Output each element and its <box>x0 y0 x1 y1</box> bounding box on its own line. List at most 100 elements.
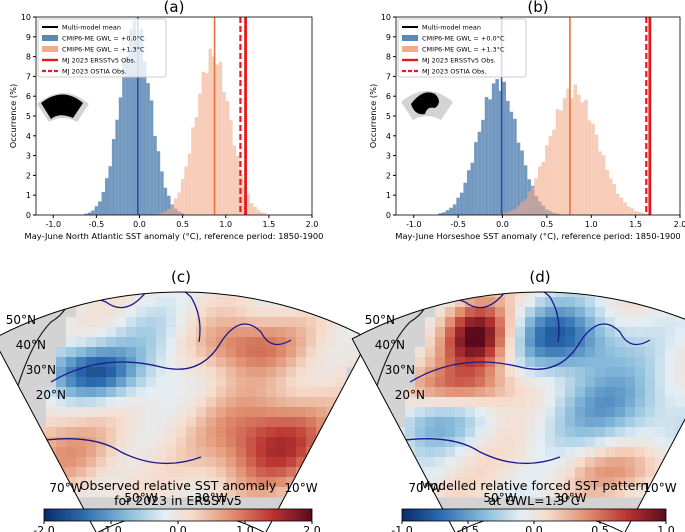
lon-label: 70°W <box>408 481 441 495</box>
sst-cell <box>565 487 576 498</box>
sst-cell <box>545 307 556 318</box>
sst-cell <box>515 377 526 388</box>
histogram-bar <box>530 186 535 215</box>
sst-cell <box>585 367 596 378</box>
sst-cell <box>475 347 486 358</box>
sst-cell <box>485 447 496 458</box>
sst-cell <box>635 291 646 298</box>
sst-cell <box>256 427 267 438</box>
sst-cell <box>366 427 369 438</box>
sst-cell <box>485 387 496 398</box>
histogram-bar <box>516 142 521 215</box>
sst-cell <box>395 487 406 498</box>
sst-cell <box>246 467 257 478</box>
sst-cell <box>276 427 287 438</box>
sst-cell <box>625 427 636 438</box>
sst-cell <box>146 467 157 478</box>
histogram-bar <box>225 101 230 215</box>
sst-cell <box>326 297 337 308</box>
sst-cell <box>455 417 466 428</box>
sst-cell <box>136 447 147 458</box>
sst-cell <box>136 487 147 498</box>
sst-cell <box>585 337 596 348</box>
sst-cell <box>336 477 347 488</box>
sst-cell <box>445 317 456 328</box>
sst-cell <box>186 297 197 308</box>
sst-cell <box>555 327 566 338</box>
sst-cell <box>565 337 576 348</box>
sst-cell <box>366 477 369 488</box>
sst-cell <box>605 377 616 388</box>
sst-cell <box>475 317 486 328</box>
y-tick-label: 3 <box>386 152 391 161</box>
x-tick-label: 0.0 <box>496 220 509 229</box>
sst-cell <box>96 387 107 398</box>
sst-cell <box>296 317 307 328</box>
map-panel-d: (d) 50°N 40°N 30°N 20°N 70°W 50°W 30°W 10°WModel… <box>351 268 685 532</box>
sst-cell <box>545 377 556 388</box>
sst-cell <box>475 307 486 318</box>
sst-cell <box>106 297 117 308</box>
sst-cell <box>555 357 566 368</box>
sst-cell <box>276 377 287 388</box>
histogram-bar <box>215 64 219 216</box>
sst-cell <box>306 407 317 418</box>
sst-cell <box>475 437 486 448</box>
sst-cell <box>76 357 87 368</box>
lat-label: 50°N <box>365 313 395 327</box>
histogram-bar <box>111 139 116 215</box>
lat-label: 20°N <box>395 388 425 402</box>
sst-cell <box>625 327 636 338</box>
sst-cell <box>156 297 167 308</box>
sst-cell <box>196 347 207 358</box>
sst-cell <box>126 427 137 438</box>
sst-cell <box>256 457 267 468</box>
sst-cell <box>266 347 277 358</box>
x-tick-label: 2.0 <box>306 220 319 229</box>
sst-cell <box>455 487 466 498</box>
sst-cell <box>675 291 685 298</box>
sst-cell <box>605 407 616 418</box>
sst-cell <box>196 407 207 418</box>
histogram-bar <box>619 197 624 215</box>
sst-cell <box>415 367 426 378</box>
sst-cell <box>56 347 67 358</box>
sst-cell <box>595 347 606 358</box>
sst-cell <box>196 292 207 298</box>
sst-cell <box>655 457 666 468</box>
sst-cell <box>415 447 426 458</box>
histogram-bar <box>580 102 585 215</box>
sst-cell <box>266 292 277 298</box>
sst-cell <box>585 417 596 428</box>
sst-cell <box>645 327 656 338</box>
sst-cell <box>615 347 626 358</box>
sst-cell <box>435 291 446 298</box>
sst-cell <box>635 327 646 338</box>
sst-cell <box>455 377 466 388</box>
sst-cell <box>575 407 586 418</box>
sst-cell <box>236 387 247 398</box>
sst-cell <box>435 457 446 468</box>
sst-cell <box>625 477 636 488</box>
x-tick-label: -1.0 <box>45 220 61 229</box>
sst-cell <box>186 467 197 478</box>
sst-cell <box>126 367 137 378</box>
sst-cell <box>246 307 257 318</box>
histogram-bar <box>438 213 443 215</box>
sst-cell <box>455 457 466 468</box>
histogram-bar <box>194 117 199 215</box>
sst-cell <box>136 437 147 448</box>
sst-cell <box>116 327 127 338</box>
sst-cell <box>655 447 666 458</box>
legend-box <box>37 18 167 78</box>
sst-cell <box>595 317 606 328</box>
legend-label: Multi-model mean <box>422 24 481 32</box>
sst-cell <box>236 397 247 408</box>
sst-cell <box>136 367 147 378</box>
y-tick-label: 10 <box>381 13 391 22</box>
sst-cell <box>36 457 47 468</box>
sst-cell <box>96 447 107 458</box>
sst-cell <box>236 407 247 418</box>
sst-cell <box>495 467 506 478</box>
sst-cell <box>236 477 247 488</box>
